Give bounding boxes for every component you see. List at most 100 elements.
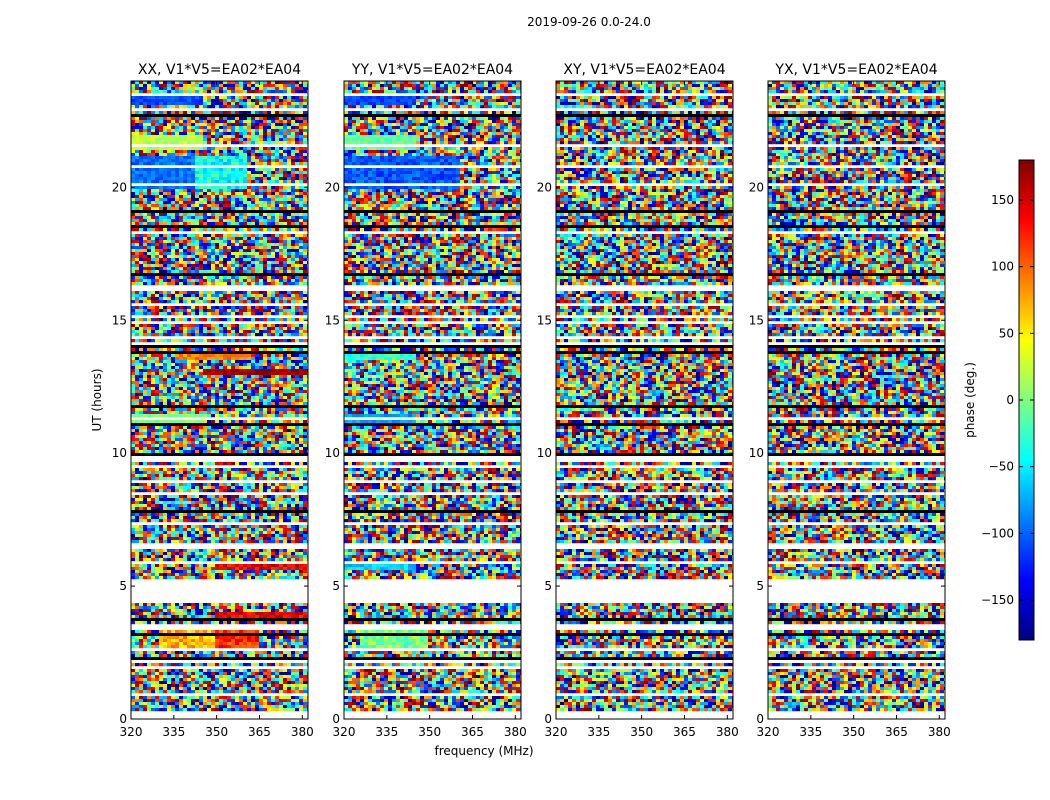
- panel-title: XY, V1*V5=EA02*EA04: [563, 62, 725, 78]
- x-tick-label: 335: [587, 725, 610, 739]
- flagged-row: [131, 453, 308, 456]
- panel-frame: [130, 80, 309, 720]
- flagged-row: [344, 657, 521, 660]
- flagged-row: [556, 657, 733, 660]
- flagged-row: [131, 225, 308, 228]
- flagged-row: [556, 273, 733, 276]
- y-tick-label: 0: [119, 712, 127, 726]
- flagged-row: [131, 345, 308, 348]
- panel-title: XX, V1*V5=EA02*EA04: [138, 62, 301, 78]
- flagged-row: [344, 210, 521, 213]
- y-tick-label: 20: [537, 180, 552, 194]
- y-tick-label: 5: [756, 579, 764, 593]
- colorbar-tick-label: −100: [981, 526, 1014, 540]
- panel-frame: [343, 80, 522, 720]
- y-tick-label: 15: [749, 313, 764, 327]
- flagged-row: [556, 510, 733, 513]
- x-tick-label: 380: [504, 725, 527, 739]
- flagged-row: [768, 405, 945, 408]
- y-tick-label: 20: [112, 180, 127, 194]
- flagged-row: [768, 453, 945, 456]
- flagged-row: [131, 273, 308, 276]
- figure-title: 2019-09-26 0.0-24.0: [527, 15, 651, 29]
- y-tick-label: 10: [537, 446, 552, 460]
- x-tick-label: 365: [461, 725, 484, 739]
- y-tick-label: 0: [544, 712, 552, 726]
- panel-frame: [767, 80, 946, 720]
- flagged-row: [131, 618, 308, 621]
- y-tick-label: 10: [325, 446, 340, 460]
- flagged-row: [131, 657, 308, 660]
- y-axis-label: UT (hours): [90, 368, 104, 431]
- x-tick-label: 365: [248, 725, 271, 739]
- flagged-row: [556, 633, 733, 636]
- y-tick-label: 20: [325, 180, 340, 194]
- flagged-row: [344, 510, 521, 513]
- x-tick-label: 335: [375, 725, 398, 739]
- flagged-row: [344, 453, 521, 456]
- y-tick-label: 20: [749, 180, 764, 194]
- y-tick-label: 10: [749, 446, 764, 460]
- flagged-row: [556, 453, 733, 456]
- y-tick-label: 5: [119, 579, 127, 593]
- x-tick-label: 350: [418, 725, 441, 739]
- colorbar: −150 −100 −50 0 50 100 150: [981, 159, 1035, 641]
- flagged-row: [768, 351, 945, 354]
- x-tick-label: 335: [162, 725, 185, 739]
- flagged-row: [344, 351, 521, 354]
- flagged-row: [131, 423, 308, 426]
- y-tick-label: 5: [544, 579, 552, 593]
- panel-yy: YY, V1*V5=EA02*EA04 320 335 350 365 380 0 5 10 15…: [325, 62, 527, 739]
- flagged-row: [768, 510, 945, 513]
- flagged-row: [131, 633, 308, 636]
- x-tick-label: 335: [799, 725, 822, 739]
- x-axis-label: frequency (MHz): [434, 744, 533, 758]
- x-tick-label: 350: [205, 725, 228, 739]
- flagged-row: [556, 405, 733, 408]
- panel-title: YY, V1*V5=EA02*EA04: [351, 62, 513, 78]
- y-tick-label: 0: [756, 712, 764, 726]
- colorbar-tick-label: −50: [989, 460, 1014, 474]
- panel-xx: XX, V1*V5=EA02*EA04 320 335 350 365 380 0 5 10 15…: [112, 62, 314, 739]
- colorbar-tick-label: 50: [999, 326, 1014, 340]
- flagged-row: [768, 633, 945, 636]
- flagged-row: [556, 423, 733, 426]
- flagged-row: [344, 114, 521, 117]
- flagged-row: [344, 423, 521, 426]
- flagged-row: [344, 225, 521, 228]
- x-tick-label: 380: [716, 725, 739, 739]
- y-tick-label: 15: [325, 313, 340, 327]
- colorbar-tick-label: 0: [1006, 393, 1014, 407]
- panel-yx: YX, V1*V5=EA02*EA04 320 335 350 365 380 0 5 10 15…: [749, 62, 951, 739]
- flagged-row: [556, 618, 733, 621]
- panel-frame: [555, 80, 734, 720]
- x-tick-label: 380: [928, 725, 951, 739]
- phase-heatmap: [131, 81, 308, 719]
- x-tick-label: 320: [545, 725, 568, 739]
- y-tick-label: 15: [537, 313, 552, 327]
- flagged-row: [344, 618, 521, 621]
- colorbar-tick-label: 100: [991, 260, 1014, 274]
- colorbar-label: phase (deg.): [963, 362, 977, 438]
- y-tick-label: 0: [332, 712, 340, 726]
- x-tick-label: 350: [630, 725, 653, 739]
- flagged-row: [344, 633, 521, 636]
- x-tick-label: 320: [120, 725, 143, 739]
- flagged-row: [131, 114, 308, 117]
- flagged-row: [768, 273, 945, 276]
- y-tick-label: 15: [112, 313, 127, 327]
- flagged-row: [556, 210, 733, 213]
- flagged-row: [556, 345, 733, 348]
- panels: XX, V1*V5=EA02*EA04 320 335 350 365 380 0 5 10 15…: [112, 62, 951, 739]
- y-tick-label: 5: [332, 579, 340, 593]
- colorbar-tick-label: 150: [991, 193, 1014, 207]
- flagged-row: [131, 351, 308, 354]
- x-tick-label: 320: [333, 725, 356, 739]
- flagged-row: [768, 657, 945, 660]
- panel-title: YX, V1*V5=EA02*EA04: [774, 62, 937, 78]
- flagged-row: [768, 210, 945, 213]
- panel-xy: XY, V1*V5=EA02*EA04 320 335 350 365 380 0 5 10 15…: [537, 62, 739, 739]
- flagged-row: [556, 114, 733, 117]
- phase-heatmap: [556, 81, 733, 719]
